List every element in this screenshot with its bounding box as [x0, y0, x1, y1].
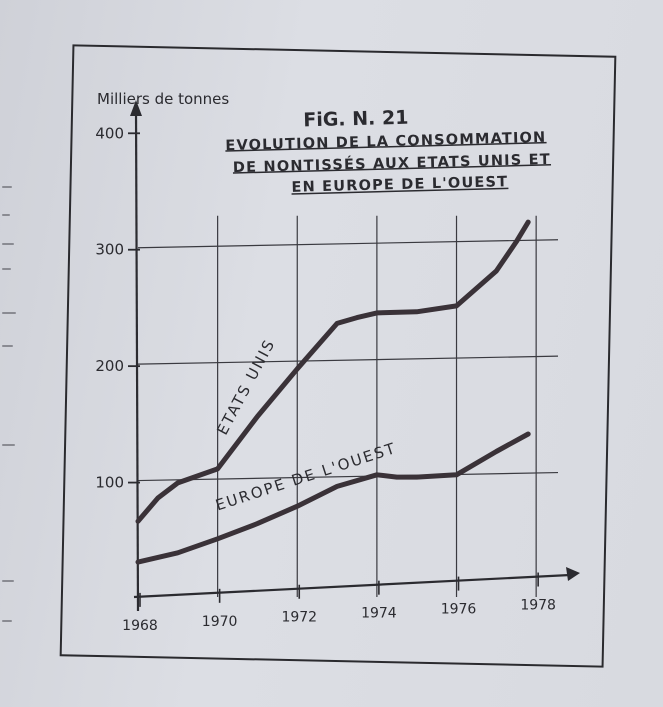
grid-line-horizontal-0: [137, 471, 559, 482]
series-line-1: [135, 431, 531, 565]
x-axis-arrow: [566, 567, 580, 581]
series-label-0: ETATS UNIS: [213, 336, 279, 438]
x-axis-ticks: 1968 1970 1972 1974 1976 1978: [122, 572, 556, 634]
margin-text-fragments: [0, 0, 30, 707]
y-tick-label-3: 400: [95, 124, 124, 142]
y-axis-line: [134, 109, 140, 612]
series-line-0: [135, 219, 531, 524]
x-tick-label-3: 1974: [361, 606, 397, 622]
y-tick-label-0: 100: [95, 474, 124, 492]
y-tick-label-1: 200: [95, 357, 124, 375]
x-tick-label-0: 1968: [122, 618, 158, 634]
title-underline-0: [225, 141, 547, 152]
title-underline-2: [291, 187, 509, 195]
chart-axes: [130, 100, 580, 612]
figure-label: FiG. N. 21: [303, 107, 409, 132]
grid-line-horizontal-1: [137, 355, 559, 365]
x-tick-label-5: 1978: [520, 598, 556, 614]
x-tick-label-1: 1970: [202, 614, 238, 630]
title-line-0: EVOLUTION DE LA CONSOMMATION: [225, 130, 546, 154]
y-axis-label: Milliers de tonnes: [97, 90, 229, 108]
x-axis-line: [133, 573, 571, 599]
title-underline-1: [232, 163, 552, 174]
y-axis-arrow: [130, 100, 142, 116]
y-axis-ticks: 100 200 300 400: [95, 124, 140, 492]
x-tick-label-4: 1976: [441, 602, 477, 618]
x-tick-label-2: 1972: [281, 610, 317, 626]
grid-lines: [137, 215, 559, 597]
y-tick-label-2: 300: [95, 241, 124, 259]
grid-line-horizontal-2: [137, 239, 559, 249]
